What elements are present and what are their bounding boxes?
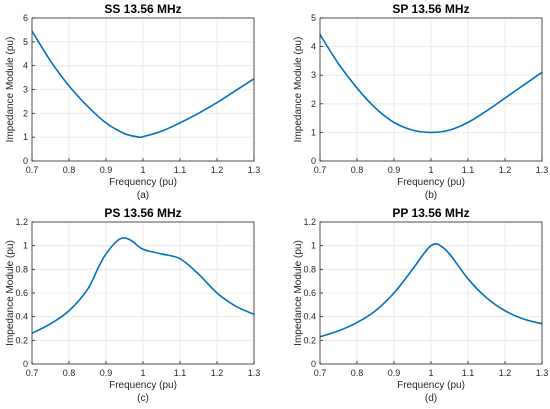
- x-tick-label: 0.7: [26, 368, 39, 378]
- chart-title: PP 13.56 MHz: [392, 206, 469, 220]
- y-tick-label: 1: [311, 241, 316, 251]
- y-tick-label: 1: [23, 241, 28, 251]
- y-tick-label: 0.8: [303, 264, 316, 274]
- y-tick-label: 5: [23, 37, 28, 47]
- x-tick-label: 1: [428, 165, 433, 175]
- x-tick-label: 0.8: [63, 368, 76, 378]
- chart-panel-0: 0.7 0.8 0.9 1 1.1 1.2 1.3 0 1 2 3 4 5 6 SS 13.56 MHz Fr…: [5, 2, 260, 201]
- y-tick-label: 0: [311, 359, 316, 369]
- x-tick-label: 1.3: [536, 165, 549, 175]
- x-tick-label: 0.8: [351, 368, 364, 378]
- y-tick-label: 6: [23, 13, 28, 23]
- x-tick-label: 0.7: [314, 368, 327, 378]
- x-tick-label: 1.2: [499, 368, 512, 378]
- y-tick-label: 0.2: [15, 335, 28, 345]
- x-tick-label: 0.9: [388, 368, 401, 378]
- chart-title: SS 13.56 MHz: [104, 2, 181, 16]
- x-tick-label: 1.3: [536, 368, 549, 378]
- y-tick-label: 0.6: [303, 288, 316, 298]
- chart-panel-2: 0.7 0.8 0.9 1 1.1 1.2 1.3 0 0.2 0.4 0.6 0.8 1 1.2 PS 1…: [5, 206, 260, 404]
- chart-panel-1: 0.7 0.8 0.9 1 1.1 1.2 1.3 0 1 2 3 4 5 SP 13.56 MHz Fre…: [293, 2, 548, 201]
- y-tick-label: 4: [23, 61, 28, 71]
- x-tick-label: 1: [140, 165, 145, 175]
- x-tick-label: 1.1: [174, 165, 187, 175]
- x-tick-label: 0.7: [26, 165, 39, 175]
- y-tick-label: 0: [311, 156, 316, 166]
- y-tick-label: 3: [23, 85, 28, 95]
- axes-frame: [319, 221, 543, 365]
- y-tick-label: 0: [23, 156, 28, 166]
- y-tick-label: 0.8: [15, 264, 28, 274]
- x-tick-label: 0.9: [388, 165, 401, 175]
- panel-label: (c): [137, 393, 149, 404]
- x-tick-label: 1.3: [248, 368, 261, 378]
- x-tick-label: 1: [140, 368, 145, 378]
- series-line: [31, 30, 255, 139]
- x-tick-label: 1.2: [211, 368, 224, 378]
- y-tick-label: 4: [311, 42, 316, 52]
- x-axis-label: Frequency (pu): [397, 177, 465, 188]
- x-tick-label: 1.1: [174, 368, 187, 378]
- chart-panel-3: 0.7 0.8 0.9 1 1.1 1.2 1.3 0 0.2 0.4 0.6 0.8 1 1.2 PP 1…: [293, 206, 548, 404]
- y-tick-label: 1: [23, 132, 28, 142]
- y-tick-label: 1.2: [303, 217, 316, 227]
- x-tick-label: 1.2: [211, 165, 224, 175]
- axes-frame: [31, 17, 255, 162]
- x-axis-label: Frequency (pu): [397, 380, 465, 391]
- y-tick-label: 1.2: [15, 217, 28, 227]
- x-tick-label: 0.7: [314, 165, 327, 175]
- panel-label: (d): [425, 393, 437, 404]
- y-tick-label: 0.2: [303, 335, 316, 345]
- y-tick-label: 0.4: [15, 312, 28, 322]
- axes-frame: [31, 221, 255, 365]
- x-tick-label: 1.1: [462, 165, 475, 175]
- y-tick-label: 5: [311, 13, 316, 23]
- x-tick-label: 0.9: [100, 368, 113, 378]
- y-tick-label: 0.6: [15, 288, 28, 298]
- series-line: [319, 243, 543, 338]
- y-tick-label: 1: [311, 127, 316, 137]
- y-tick-label: 2: [311, 99, 316, 109]
- x-tick-label: 0.8: [63, 165, 76, 175]
- y-tick-label: 0: [23, 359, 28, 369]
- chart-title: SP 13.56 MHz: [392, 2, 469, 16]
- series-line: [31, 237, 255, 334]
- y-axis-label: Impedance Module (pu): [293, 240, 304, 346]
- x-tick-label: 0.9: [100, 165, 113, 175]
- series-line: [319, 34, 543, 134]
- x-tick-label: 0.8: [351, 165, 364, 175]
- y-tick-label: 2: [23, 108, 28, 118]
- x-axis-label: Frequency (pu): [109, 177, 177, 188]
- x-tick-label: 1.1: [462, 368, 475, 378]
- x-axis-label: Frequency (pu): [109, 380, 177, 391]
- y-tick-label: 0.4: [303, 312, 316, 322]
- x-tick-label: 1.3: [248, 165, 261, 175]
- x-tick-label: 1.2: [499, 165, 512, 175]
- y-axis-label: Impedance Module (pu): [5, 37, 16, 143]
- panel-label: (a): [137, 190, 149, 201]
- y-tick-label: 3: [311, 70, 316, 80]
- y-axis-label: Impedance Module (pu): [5, 240, 16, 346]
- axes-frame: [319, 17, 543, 162]
- y-axis-label: Impedance Module (pu): [293, 37, 304, 143]
- panel-label: (b): [425, 190, 437, 201]
- x-tick-label: 1: [428, 368, 433, 378]
- chart-title: PS 13.56 MHz: [104, 206, 181, 220]
